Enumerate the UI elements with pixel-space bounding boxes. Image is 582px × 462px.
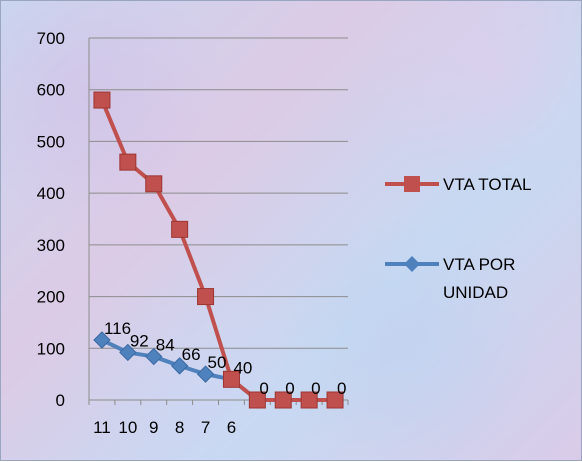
data-label: 50 [208, 353, 227, 372]
y-tick-label: 500 [37, 132, 65, 151]
x-tick-label: 7 [201, 418, 210, 437]
data-label: 0 [311, 379, 320, 398]
y-tick-label: 100 [37, 339, 65, 358]
data-point-square [222, 370, 240, 388]
data-point-diamond [93, 331, 111, 349]
legend-label: UNIDAD [443, 283, 508, 302]
data-point-square [171, 220, 189, 238]
data-label: 0 [285, 379, 294, 398]
data-point-square [93, 91, 111, 109]
series-line [100, 99, 336, 402]
data-point-square [248, 391, 266, 409]
data-label: 92 [130, 331, 149, 350]
data-point-square [197, 288, 215, 306]
data-point-square [274, 391, 292, 409]
x-tick-label: 8 [175, 418, 184, 437]
y-tick-label: 300 [37, 236, 65, 255]
data-label: 0 [259, 379, 268, 398]
y-tick-label: 200 [37, 288, 65, 307]
data-point-square [326, 391, 344, 409]
data-point-diamond [196, 365, 215, 383]
x-tick-label: 10 [118, 418, 137, 437]
data-label: 0 [337, 379, 346, 398]
x-tick-label: 6 [227, 418, 236, 437]
legend-label: VTA TOTAL [443, 175, 532, 194]
x-tick-label: 11 [93, 418, 111, 437]
legend-label: VTA POR [443, 255, 515, 274]
legend-marker-square [404, 176, 420, 192]
y-tick-label: 400 [37, 184, 65, 203]
y-tick-label: 0 [56, 391, 65, 410]
data-label: 84 [156, 336, 175, 355]
data-point-square [145, 175, 163, 193]
data-point-square [300, 391, 318, 409]
data-point-diamond [119, 343, 137, 362]
data-label: 66 [182, 345, 201, 364]
legend-marker-diamond [404, 256, 420, 272]
y-tick-label: 700 [37, 29, 65, 48]
data-point-square [119, 153, 137, 171]
data-point-diamond [145, 347, 163, 366]
data-label: 116 [104, 319, 131, 338]
data-label: 40 [233, 358, 252, 377]
x-tick-label: 9 [149, 418, 158, 437]
data-point-diamond [170, 357, 189, 375]
y-tick-label: 600 [37, 81, 65, 100]
